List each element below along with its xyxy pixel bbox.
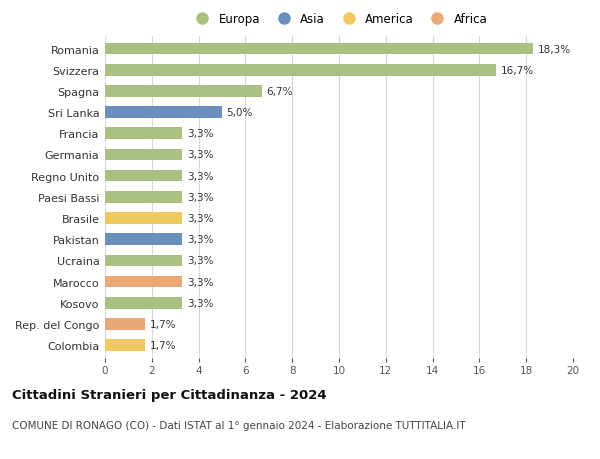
Bar xyxy=(105,149,182,161)
Legend: Europa, Asia, America, Africa: Europa, Asia, America, Africa xyxy=(188,11,490,28)
Text: 3,3%: 3,3% xyxy=(187,150,214,160)
Text: 3,3%: 3,3% xyxy=(187,298,214,308)
Text: 3,3%: 3,3% xyxy=(187,192,214,202)
Bar xyxy=(105,213,182,224)
Text: 3,3%: 3,3% xyxy=(187,129,214,139)
Text: 1,7%: 1,7% xyxy=(149,319,176,329)
Bar xyxy=(105,297,182,309)
Text: 6,7%: 6,7% xyxy=(266,87,293,97)
Bar xyxy=(105,255,182,267)
Text: 3,3%: 3,3% xyxy=(187,213,214,224)
Bar xyxy=(105,191,182,203)
Text: 3,3%: 3,3% xyxy=(187,256,214,266)
Text: 3,3%: 3,3% xyxy=(187,235,214,245)
Text: 18,3%: 18,3% xyxy=(538,45,571,55)
Text: 3,3%: 3,3% xyxy=(187,171,214,181)
Bar xyxy=(105,170,182,182)
Bar xyxy=(105,107,222,118)
Text: 1,7%: 1,7% xyxy=(149,340,176,350)
Bar xyxy=(105,65,496,76)
Bar xyxy=(105,86,262,97)
Bar xyxy=(105,319,145,330)
Bar xyxy=(105,128,182,140)
Text: 3,3%: 3,3% xyxy=(187,277,214,287)
Bar xyxy=(105,276,182,288)
Bar xyxy=(105,340,145,351)
Text: COMUNE DI RONAGO (CO) - Dati ISTAT al 1° gennaio 2024 - Elaborazione TUTTITALIA.: COMUNE DI RONAGO (CO) - Dati ISTAT al 1°… xyxy=(12,420,466,430)
Bar xyxy=(105,44,533,55)
Text: 16,7%: 16,7% xyxy=(500,66,533,76)
Text: Cittadini Stranieri per Cittadinanza - 2024: Cittadini Stranieri per Cittadinanza - 2… xyxy=(12,388,326,401)
Bar xyxy=(105,234,182,246)
Text: 5,0%: 5,0% xyxy=(227,108,253,118)
